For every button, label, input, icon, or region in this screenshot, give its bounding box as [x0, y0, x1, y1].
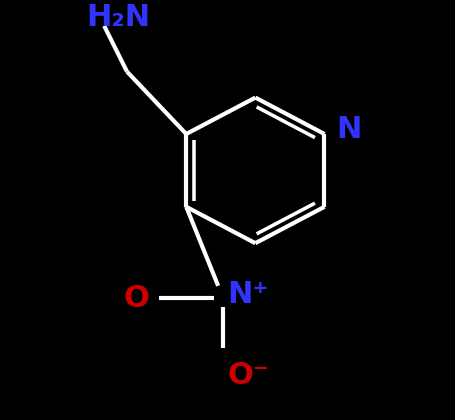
- Text: O⁻: O⁻: [227, 361, 268, 390]
- Text: O: O: [124, 284, 149, 313]
- Text: N⁺: N⁺: [227, 280, 268, 309]
- Text: H₂N: H₂N: [86, 3, 150, 32]
- Text: N: N: [335, 116, 360, 144]
